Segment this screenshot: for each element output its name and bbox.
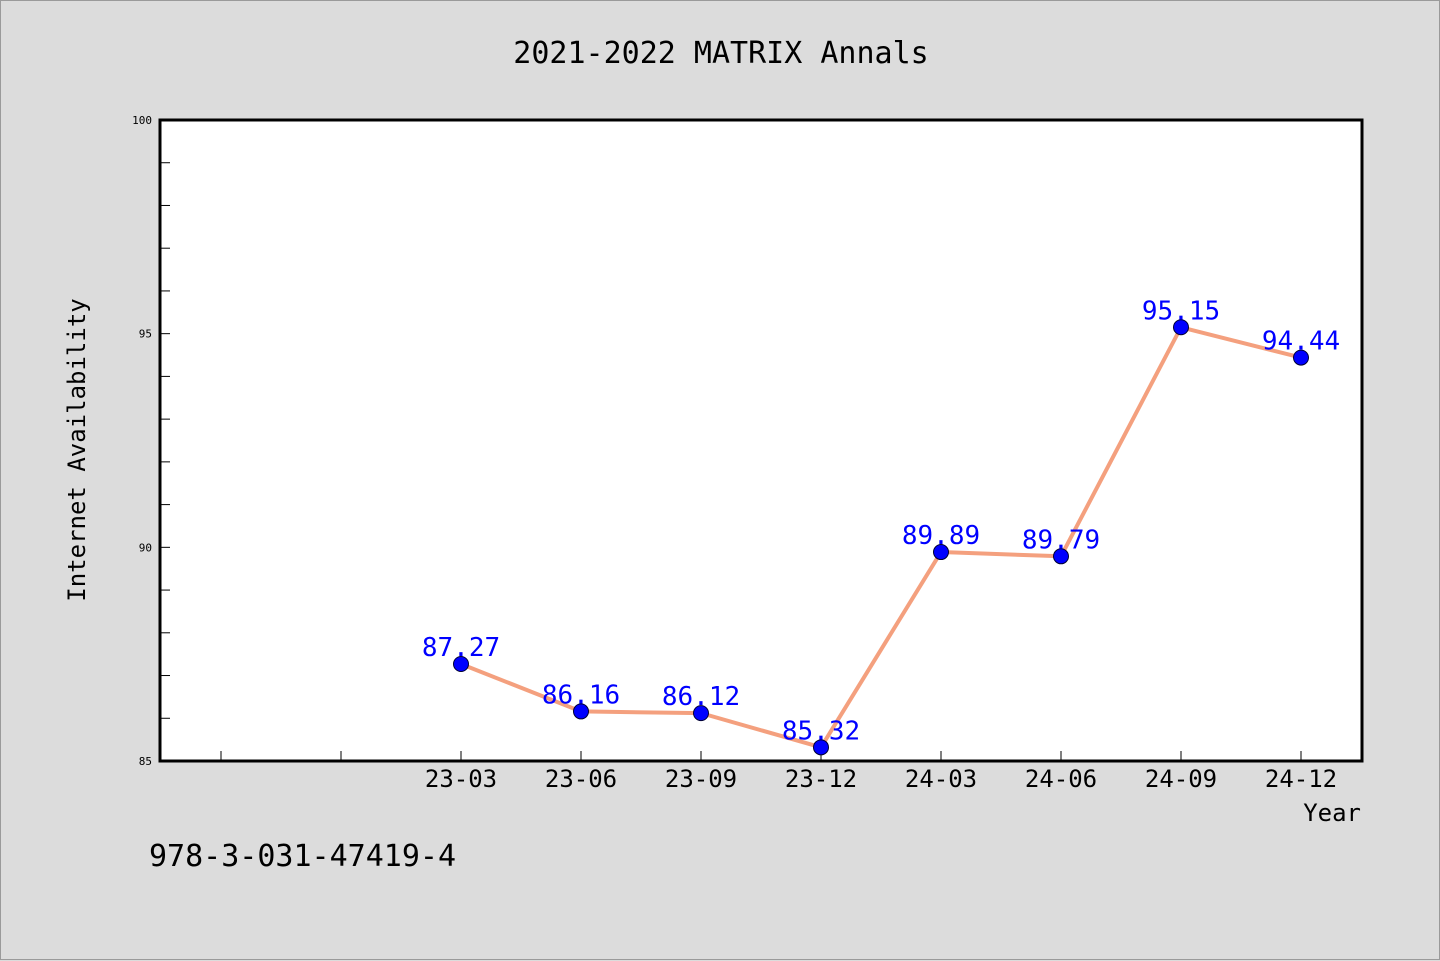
data-label: 86.16 xyxy=(542,680,620,710)
data-point xyxy=(813,739,829,756)
data-point xyxy=(693,705,709,722)
x-axis-label: Year xyxy=(1303,799,1361,827)
x-tick-label: 24-09 xyxy=(1145,765,1217,793)
y-axis: 85 90 95 100 xyxy=(132,114,170,768)
data-point xyxy=(933,544,949,561)
data-point xyxy=(573,703,589,720)
chart-title: 2021-2022 MATRIX Annals xyxy=(513,36,928,71)
y-tick-label: 100 xyxy=(132,114,152,127)
data-label: 95.15 xyxy=(1142,296,1220,326)
data-labels-group: 87.27 86.16 86.12 85.32 89.89 89.79 95.15 94.44 xyxy=(422,296,1340,746)
x-tick-label: 23-03 xyxy=(425,765,497,793)
series-line xyxy=(459,325,1303,750)
data-label: 89.89 xyxy=(902,521,980,551)
data-points-group xyxy=(453,319,1309,756)
x-axis: 23-03 23-06 23-09 23-12 24-03 24-06 24-09 24-12 xyxy=(220,751,1337,793)
x-tick-label: 24-12 xyxy=(1265,765,1337,793)
data-label: 94.44 xyxy=(1262,327,1340,357)
x-tick-label: 23-09 xyxy=(665,765,737,793)
data-point xyxy=(1053,548,1069,565)
data-label: 85.32 xyxy=(782,716,860,746)
x-tick-label: 23-06 xyxy=(545,765,617,793)
y-tick-label: 95 xyxy=(139,328,152,341)
data-point xyxy=(1173,319,1189,336)
data-label: 87.27 xyxy=(422,633,500,663)
y-tick-label: 90 xyxy=(139,541,152,554)
series-line-group xyxy=(459,325,1303,750)
x-tick-label: 24-03 xyxy=(905,765,977,793)
data-point xyxy=(453,655,469,672)
data-point xyxy=(1293,349,1309,366)
footer-isbn: 978-3-031-47419-4 xyxy=(149,839,456,874)
y-tick-label: 85 xyxy=(139,755,152,768)
data-label: 89.79 xyxy=(1022,525,1100,555)
x-tick-label: 24-06 xyxy=(1025,765,1097,793)
y-axis-label: Internet Availability xyxy=(63,298,91,601)
x-tick-label: 23-12 xyxy=(785,765,857,793)
plot-area xyxy=(158,118,1364,763)
data-label: 86.12 xyxy=(662,682,740,712)
